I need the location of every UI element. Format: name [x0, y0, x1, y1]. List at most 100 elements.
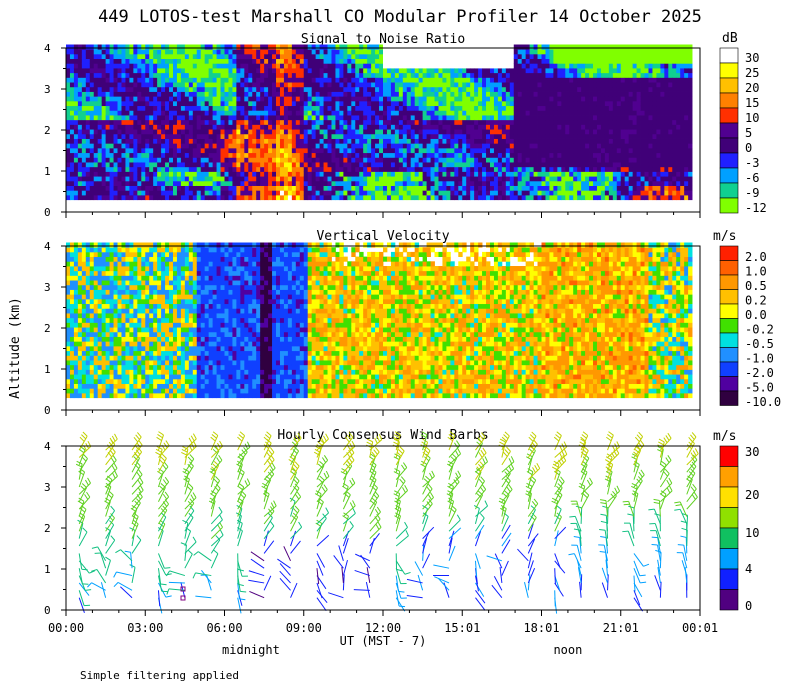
heatmap-cell — [501, 49, 507, 55]
heatmap-cell — [315, 105, 320, 111]
heatmap-cell — [335, 105, 340, 111]
heatmap-cell — [291, 180, 297, 186]
heatmap-cell — [204, 110, 210, 116]
heatmap-cell — [470, 185, 475, 191]
heatmap-cell — [208, 157, 214, 163]
heatmap-cell — [426, 124, 431, 130]
heatmap-cell — [287, 58, 293, 64]
heatmap-cell — [129, 133, 134, 139]
heatmap-cell — [446, 180, 451, 186]
heatmap-cell — [513, 91, 519, 97]
heatmap-cell — [581, 162, 586, 168]
heatmap-cell — [513, 72, 519, 78]
heatmap-cell — [561, 124, 566, 130]
heatmap-cell — [632, 58, 637, 64]
heatmap-cell — [521, 100, 527, 107]
heatmap-cell — [593, 133, 598, 139]
heatmap-cell — [149, 129, 154, 135]
heatmap-cell — [608, 190, 614, 196]
heatmap-cell — [264, 77, 269, 83]
heatmap-cell — [434, 82, 439, 88]
heatmap-cell — [66, 105, 71, 111]
heatmap-cell — [343, 119, 348, 125]
heatmap-cell — [632, 157, 637, 163]
heatmap-cell — [133, 82, 138, 88]
heatmap-cell — [232, 185, 237, 191]
heatmap-cell — [192, 91, 198, 97]
heatmap-cell — [93, 171, 99, 177]
heatmap-cell — [228, 185, 233, 191]
heatmap-cell — [248, 124, 253, 130]
heatmap-cell — [450, 185, 455, 191]
heatmap-cell — [311, 91, 317, 97]
heatmap-cell — [644, 138, 649, 144]
heatmap-cell — [117, 194, 122, 201]
heatmap-cell — [299, 180, 305, 186]
heatmap-cell — [569, 143, 574, 149]
heatmap-cell — [363, 171, 368, 177]
heatmap-cell — [355, 72, 360, 78]
heatmap-cell — [513, 44, 519, 50]
heatmap-cell — [101, 86, 107, 92]
heatmap-cell — [569, 138, 574, 144]
heatmap-cell — [394, 147, 400, 154]
heatmap-cell — [335, 143, 340, 149]
heatmap-cell — [172, 147, 178, 154]
heatmap-cell — [355, 176, 360, 182]
heatmap-cell — [248, 100, 253, 107]
heatmap-cell — [624, 115, 630, 121]
heatmap-cell — [509, 86, 515, 92]
heatmap-cell — [656, 152, 661, 158]
heatmap-cell — [161, 100, 166, 107]
heatmap-cell — [616, 138, 622, 144]
heatmap-cell — [509, 96, 515, 102]
heatmap-cell — [105, 157, 110, 163]
heatmap-cell — [414, 119, 420, 125]
heatmap-cell — [442, 72, 447, 78]
heatmap-cell — [220, 86, 225, 92]
heatmap-cell — [418, 82, 424, 88]
heatmap-cell — [192, 63, 198, 69]
heatmap-cell — [600, 68, 606, 74]
heatmap-cell — [390, 82, 396, 88]
heatmap-cell — [260, 180, 265, 186]
heatmap-cell — [93, 152, 99, 158]
heatmap-cell — [268, 152, 273, 158]
heatmap-cell — [636, 162, 641, 168]
heatmap-cell — [454, 133, 459, 139]
heatmap-cell — [149, 176, 154, 182]
heatmap-cell — [398, 110, 404, 116]
heatmap-cell — [624, 152, 630, 158]
heatmap-cell — [470, 190, 475, 196]
heatmap-cell — [73, 147, 79, 154]
heatmap-cell — [624, 105, 630, 111]
heatmap-cell — [311, 133, 317, 139]
heatmap-cell — [161, 133, 166, 139]
heatmap-cell — [161, 72, 166, 78]
heatmap-cell — [240, 194, 245, 201]
heatmap-cell — [501, 82, 507, 88]
heatmap-cell — [383, 143, 388, 149]
heatmap-cell — [541, 91, 546, 97]
heatmap-cell — [545, 129, 550, 135]
heatmap-cell — [153, 110, 158, 116]
heatmap-cell — [600, 133, 606, 139]
heatmap-cell — [295, 129, 301, 135]
heatmap-cell — [200, 110, 206, 116]
heatmap-cell — [486, 119, 491, 125]
heatmap-cell — [279, 77, 285, 83]
heatmap-cell — [486, 129, 491, 135]
heatmap-cell — [600, 82, 606, 88]
heatmap-cell — [470, 68, 475, 74]
heatmap-cell — [117, 86, 122, 92]
heatmap-cell — [161, 82, 166, 88]
heatmap-cell — [398, 72, 404, 78]
heatmap-cell — [426, 133, 431, 139]
heatmap-cell — [644, 185, 649, 191]
heatmap-cell — [466, 166, 471, 172]
heatmap-cell — [89, 138, 95, 144]
heatmap-cell — [430, 63, 435, 69]
heatmap-cell — [446, 110, 451, 116]
heatmap-cell — [537, 49, 542, 55]
heatmap-cell — [466, 133, 471, 139]
